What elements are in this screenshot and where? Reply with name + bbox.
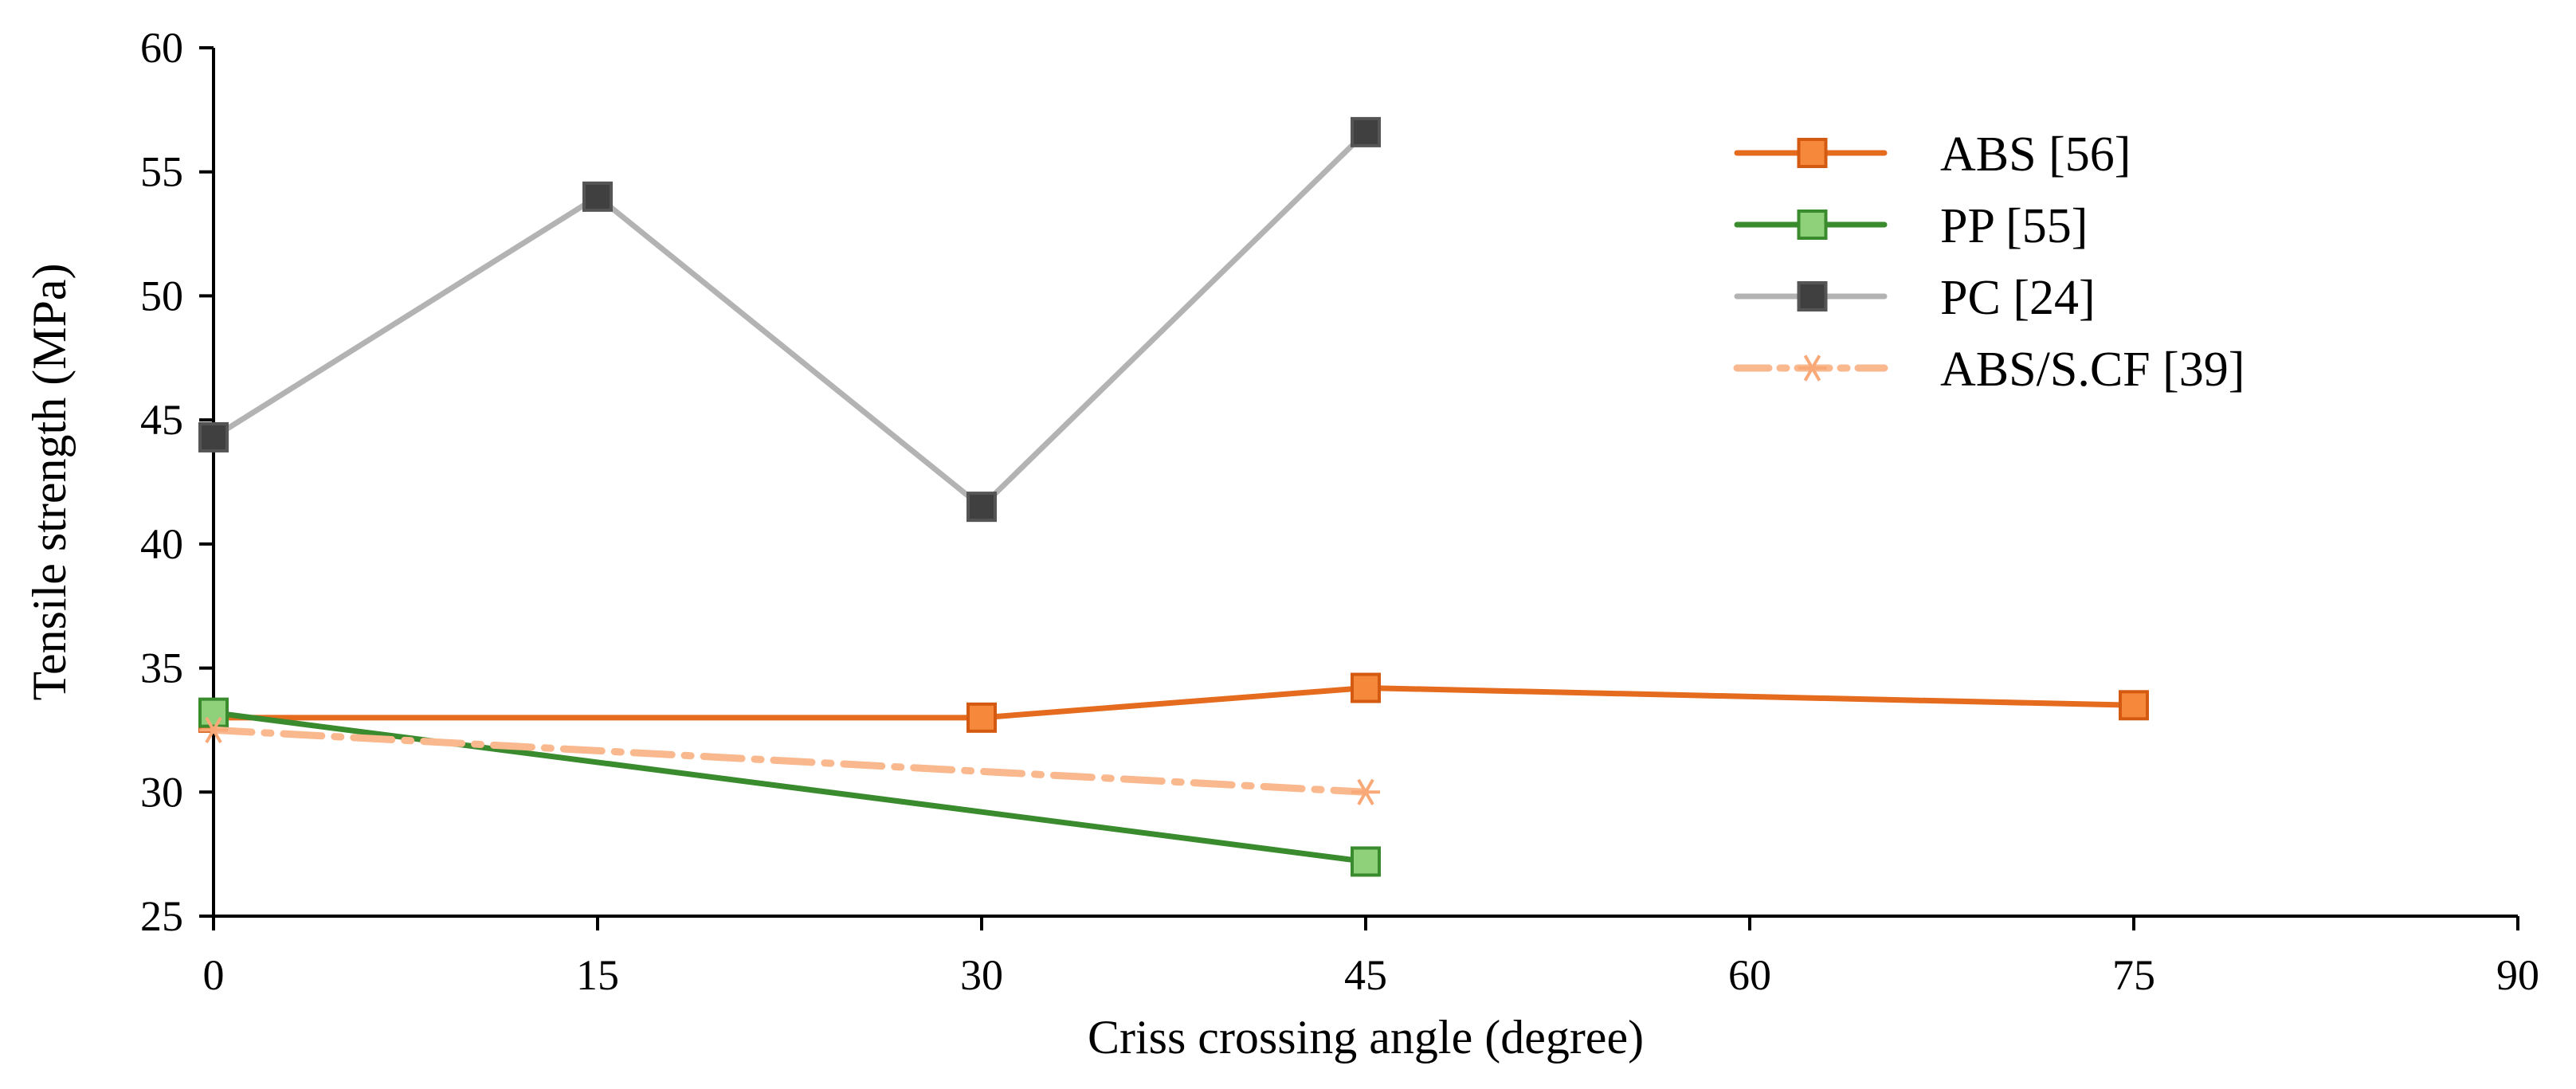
y-axis-title: Tensile strength (MPa): [23, 263, 76, 700]
series-pc-24: [198, 116, 1381, 523]
data-point-pc-24: [198, 421, 229, 452]
legend-item-pc-24: PC [24]: [1734, 271, 2096, 325]
x-tick-label: 90: [2496, 951, 2539, 999]
data-point-pp-55: [198, 697, 229, 728]
legend-swatch-marker: [1797, 281, 1828, 311]
legend-label: ABS/S.CF [39]: [1940, 343, 2245, 397]
x-tick-label: 30: [960, 951, 1003, 999]
legend-item-pp-55: PP [55]: [1734, 199, 2088, 253]
series-line-abs-s-cf-39: [210, 726, 1370, 796]
y-tick-label: 60: [140, 24, 183, 72]
data-point-abs-s-cf-39: [1351, 778, 1380, 805]
legend-swatch-marker: [1797, 210, 1828, 240]
y-tick-label: 40: [140, 520, 183, 568]
axes: 25 30 35 40 45 50 55 60 0 15 30 45 60 75 90: [140, 24, 2539, 999]
series-line-pp-55: [210, 710, 1369, 864]
legend-item-abs-56: ABS [56]: [1734, 127, 2131, 182]
star-stroke: [205, 716, 222, 744]
data-point-pc-24: [966, 492, 997, 523]
series-pp-55: [198, 697, 1381, 877]
star-stroke: [1803, 355, 1821, 382]
x-axis-title: Criss crossing angle (degree): [1088, 1011, 1644, 1064]
y-tick-label: 25: [140, 892, 183, 940]
data-point-abs-s-cf-39: [199, 716, 228, 744]
y-tick-label: 30: [140, 768, 183, 816]
data-point-abs-56: [1351, 672, 1381, 703]
legend-label: PC [24]: [1940, 271, 2096, 325]
y-tick-label: 50: [140, 272, 183, 319]
x-tick-label: 75: [2112, 951, 2155, 999]
y-tick-label: 35: [140, 644, 183, 692]
data-point-pc-24: [1351, 116, 1381, 147]
x-tick-label: 45: [1344, 951, 1387, 999]
y-tick-label: 55: [140, 148, 183, 196]
legend-item-abs-s-cf-39: ABS/S.CF [39]: [1733, 343, 2245, 397]
x-tick-label: 60: [1728, 951, 1771, 999]
legend-swatch-marker: [1798, 355, 1827, 382]
data-point-abs-56: [2119, 690, 2149, 721]
star-stroke: [1357, 778, 1374, 805]
x-tick-label: 0: [203, 951, 225, 999]
legend-label: ABS [56]: [1940, 127, 2131, 182]
series-line-pc-24: [210, 129, 1369, 510]
data-point-pp-55: [1351, 846, 1381, 877]
series-layer: [198, 116, 2149, 877]
y-tick-label: 45: [140, 396, 183, 444]
legend-swatch-marker: [1797, 138, 1828, 168]
series-abs-56: [198, 672, 2149, 733]
x-tick-label: 15: [576, 951, 619, 999]
data-point-abs-56: [966, 702, 997, 733]
legend: ABS [56] PP [55] PC [24] ABS/S.CF [39]: [1733, 127, 2245, 397]
series-abs-s-cf-39: [199, 716, 1380, 805]
series-line-abs-56: [210, 684, 2137, 721]
data-point-pc-24: [582, 181, 613, 212]
legend-label: PP [55]: [1940, 199, 2088, 253]
